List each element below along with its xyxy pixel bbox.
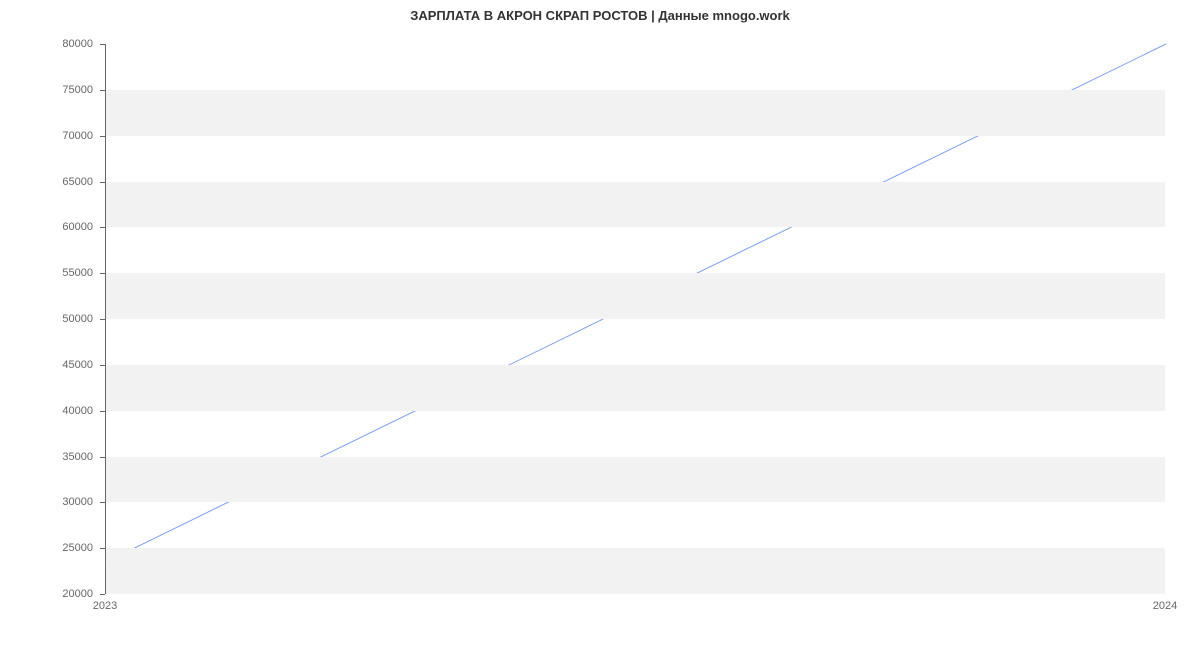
x-tick-label: 2023	[93, 600, 117, 612]
grid-band	[106, 457, 1165, 503]
y-tick-mark	[100, 182, 105, 183]
y-tick-label: 25000	[0, 542, 93, 554]
y-tick-label: 20000	[0, 588, 93, 600]
grid-band	[106, 548, 1165, 594]
y-tick-label: 45000	[0, 359, 93, 371]
salary-chart: ЗАРПЛАТА В АКРОН СКРАП РОСТОВ | Данные m…	[0, 0, 1200, 650]
grid-band	[106, 365, 1165, 411]
x-tick-label: 2024	[1153, 600, 1177, 612]
grid-band	[106, 273, 1165, 319]
y-tick-label: 70000	[0, 130, 93, 142]
y-tick-label: 40000	[0, 405, 93, 417]
y-tick-label: 30000	[0, 496, 93, 508]
y-tick-mark	[100, 227, 105, 228]
y-tick-label: 35000	[0, 451, 93, 463]
y-tick-mark	[100, 411, 105, 412]
y-tick-label: 50000	[0, 313, 93, 325]
y-tick-mark	[100, 548, 105, 549]
y-tick-mark	[100, 44, 105, 45]
y-tick-mark	[100, 273, 105, 274]
y-tick-label: 55000	[0, 267, 93, 279]
y-tick-mark	[100, 365, 105, 366]
y-tick-mark	[100, 594, 105, 595]
y-tick-label: 60000	[0, 221, 93, 233]
chart-title: ЗАРПЛАТА В АКРОН СКРАП РОСТОВ | Данные m…	[0, 8, 1200, 23]
y-tick-mark	[100, 319, 105, 320]
y-tick-label: 80000	[0, 38, 93, 50]
grid-band	[106, 182, 1165, 228]
plot-area	[105, 44, 1165, 594]
grid-band	[106, 90, 1165, 136]
y-tick-label: 75000	[0, 84, 93, 96]
y-tick-label: 65000	[0, 176, 93, 188]
y-tick-mark	[100, 90, 105, 91]
y-tick-mark	[100, 136, 105, 137]
y-tick-mark	[100, 502, 105, 503]
y-tick-mark	[100, 457, 105, 458]
